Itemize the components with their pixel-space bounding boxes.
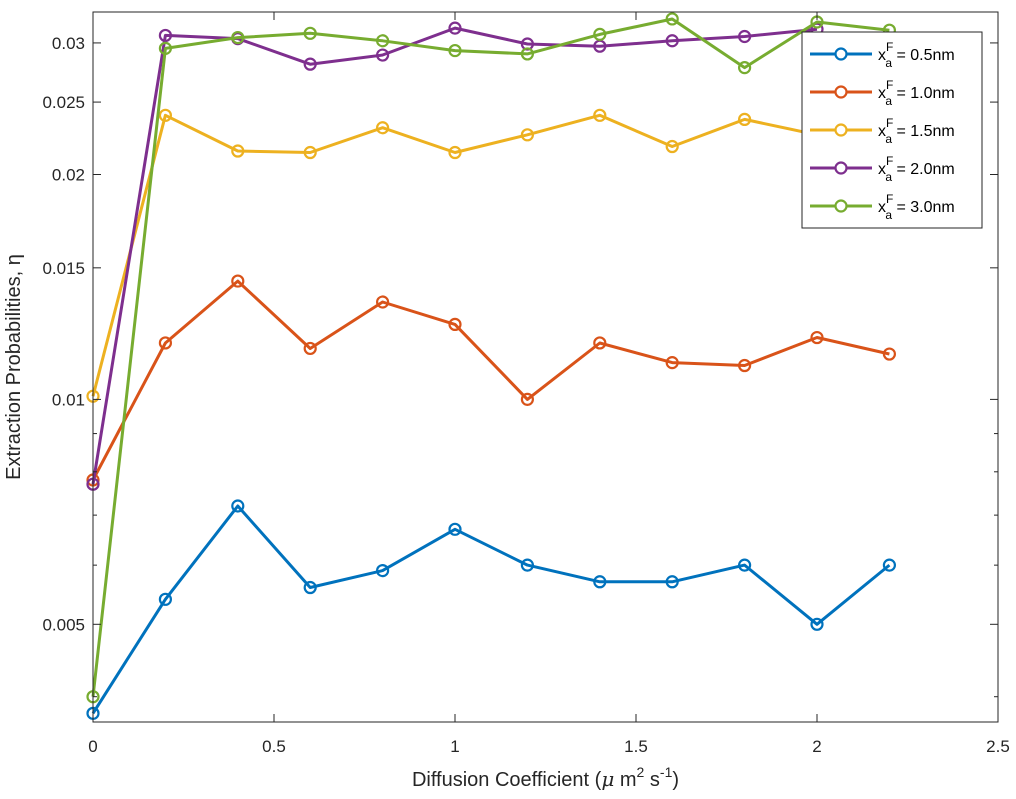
data-point xyxy=(665,139,679,154)
axes-box xyxy=(92,11,999,723)
series-3 xyxy=(86,108,824,403)
data-point xyxy=(810,617,824,631)
series-4 xyxy=(86,21,824,491)
data-point xyxy=(303,26,317,40)
legend-marker xyxy=(834,123,848,137)
data-point xyxy=(158,592,172,606)
data-point xyxy=(665,34,679,48)
y-tick-label: 0.005 xyxy=(42,615,85,634)
data-point xyxy=(593,336,607,350)
x-tick-label: 1 xyxy=(450,737,459,756)
series-line xyxy=(91,17,890,697)
series-line xyxy=(91,26,818,485)
data-point xyxy=(737,558,752,572)
legend-entry: xF a = 1.0nm xyxy=(810,78,955,108)
data-point xyxy=(448,43,462,58)
legend-label: xF a = 3.0nm xyxy=(878,192,955,222)
data-point xyxy=(737,358,752,373)
series-line xyxy=(91,504,891,715)
series-line xyxy=(91,113,818,397)
data-point xyxy=(376,295,390,309)
data-point xyxy=(593,575,607,589)
y-tick-label: 0.01 xyxy=(52,390,85,409)
data-point xyxy=(448,317,462,332)
legend-label: xF a = 0.5nm xyxy=(878,40,955,70)
data-point xyxy=(376,34,390,48)
data-point xyxy=(593,27,607,41)
data-point xyxy=(593,108,607,122)
legend-label: xF a = 2.0nm xyxy=(878,154,955,184)
data-point xyxy=(158,108,172,122)
data-point xyxy=(737,112,752,127)
legend-entry: xF a = 1.5nm xyxy=(810,116,955,146)
legend-label: xF a = 1.0nm xyxy=(878,78,955,108)
data-point xyxy=(520,47,535,61)
legend-entry: xF a = 2.0nm xyxy=(810,154,955,184)
data-point xyxy=(520,128,535,142)
data-point xyxy=(810,330,824,345)
data-point xyxy=(665,575,679,589)
data-point xyxy=(376,48,390,62)
x-tick-label: 0 xyxy=(88,737,97,756)
y-tick-label: 0.025 xyxy=(42,93,85,112)
x-tick-label: 0.5 xyxy=(262,737,286,756)
legend: xF a = 0.5nm xF a = 1.0nm xF a = 1.5nm xF a = 2… xyxy=(801,31,983,229)
legend-entry: xF a = 0.5nm xyxy=(810,40,955,70)
data-point xyxy=(231,499,245,513)
data-point xyxy=(882,347,897,361)
y-tick-label: 0.03 xyxy=(52,34,85,53)
data-point xyxy=(448,21,462,35)
data-point xyxy=(448,145,462,160)
legend-label: xF a = 1.5nm xyxy=(878,116,955,146)
x-tick-label: 1.5 xyxy=(624,737,648,756)
y-tick-label: 0.015 xyxy=(42,259,85,278)
data-point xyxy=(737,61,752,75)
series-5 xyxy=(86,12,897,704)
data-point xyxy=(231,274,245,288)
series-2 xyxy=(86,274,897,487)
data-point xyxy=(882,558,897,572)
data-point xyxy=(158,41,172,55)
y-axis-title: Extraction Probabilities, η xyxy=(3,254,25,480)
series-1 xyxy=(86,499,897,720)
data-point xyxy=(231,30,245,45)
data-point xyxy=(737,29,752,44)
data-point xyxy=(303,57,317,71)
data-point xyxy=(665,12,679,26)
legend-marker xyxy=(834,85,848,99)
legend-entry: xF a = 3.0nm xyxy=(810,192,955,222)
data-point xyxy=(303,145,317,160)
data-point xyxy=(376,121,390,135)
ticks-layer: 0 0.5 1 1.5 2 2.5 0.005 0.01 0.015 0.02 0.025 0.03 xyxy=(42,12,1010,756)
data-point xyxy=(158,28,172,43)
data-point xyxy=(303,341,317,356)
y-tick-label: 0.02 xyxy=(52,165,85,184)
x-tick-label: 2 xyxy=(812,737,821,756)
data-point xyxy=(158,336,172,350)
x-axis-title: Diffusion Coefficient (μ m2 s-1) xyxy=(412,764,679,791)
series-line xyxy=(91,279,890,481)
legend-marker xyxy=(834,161,848,175)
data-point xyxy=(303,580,317,595)
data-point xyxy=(520,392,535,406)
data-point xyxy=(665,356,679,370)
legend-marker xyxy=(834,199,848,213)
x-tick-label: 2.5 xyxy=(986,737,1010,756)
data-point xyxy=(520,558,535,572)
series-layer xyxy=(86,12,897,720)
data-point xyxy=(376,563,390,578)
data-point xyxy=(231,144,245,158)
legend-marker xyxy=(834,47,848,61)
data-point xyxy=(448,522,462,536)
